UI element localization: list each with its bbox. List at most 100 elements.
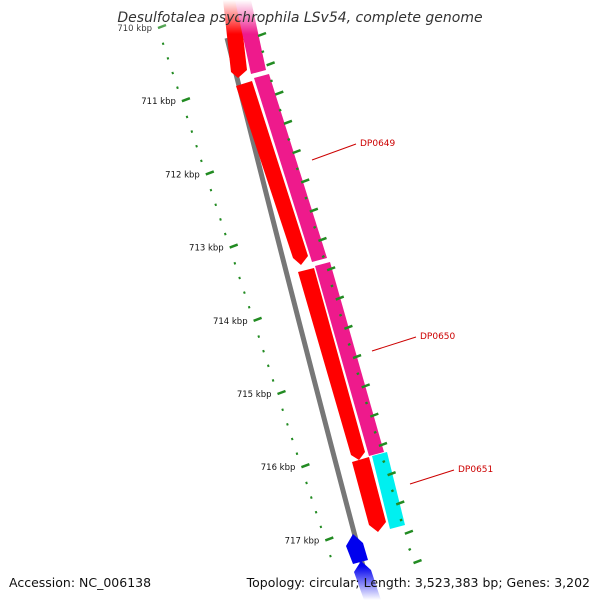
minor-tick [166,56,170,60]
minor-tick [290,437,294,441]
outer-tick [309,207,319,213]
gene-callout-dp0649[interactable]: DP0649 [311,139,396,161]
outer-tick [266,61,276,67]
outer-tick [352,353,362,360]
minor-tick [286,422,289,426]
outer-tick-track [257,31,422,565]
outer-tick [343,324,353,330]
scale-tick: 715 kbp [237,389,286,400]
outer-tick [274,90,284,96]
outer-tick [321,255,325,259]
outer-tick [300,178,310,184]
outer-tick [356,372,360,376]
feature-block[interactable] [315,262,384,456]
minor-tick [262,349,265,353]
outer-tick [318,236,327,243]
outer-tick [395,500,405,506]
major-tick-mark [253,316,263,322]
minor-tick [271,379,275,382]
cds-arrow [352,457,386,532]
outer-tick [413,558,422,565]
minor-tick [233,261,237,265]
outer-tick [269,79,274,83]
callout-line [311,143,357,161]
outer-tick [295,167,299,171]
minor-tick [257,335,261,338]
major-tick-mark [277,389,286,396]
major-tick-mark [181,97,191,103]
scale-tick: 716 kbp [261,463,310,473]
outer-tick [283,119,293,126]
gene-label: DP0650 [420,332,456,342]
outer-tick [361,383,371,389]
minor-tick [310,496,313,499]
outer-tick [278,108,282,112]
major-tick-mark [229,243,239,249]
outer-tick [313,225,317,229]
callout-line [371,336,417,352]
minor-tick [185,115,189,119]
minor-tick [329,554,332,558]
minor-tick [190,130,194,133]
minor-tick [295,452,299,456]
outer-tick [369,412,379,418]
feature-block[interactable] [372,452,405,529]
outer-tick [390,489,395,493]
callout-line [409,469,455,485]
gene-feature-dp0651-cds[interactable] [352,457,386,532]
scale-tick: 712 kbp [165,170,215,180]
outer-tick [373,430,377,434]
outer-tick [404,529,414,535]
cds-arrow [236,81,308,265]
major-tick-mark [324,536,334,542]
minor-tick [266,364,270,368]
minor-tick [305,481,308,485]
scale-tick: 713 kbp [189,243,239,254]
scale-tick: 714 kbp [213,316,263,327]
gene-feature-dp0649-cds[interactable] [236,81,308,265]
outer-tick [378,441,388,448]
minor-tick [161,42,165,46]
gene-callout-dp0651[interactable]: DP0651 [409,465,493,485]
cds-arrow [298,268,365,460]
kbp-tick-label: 711 kbp [141,97,176,107]
outer-tick [326,266,336,272]
minor-tick [195,144,198,148]
minor-tick [281,408,284,412]
minor-tick [223,232,227,236]
gene-feature-dp0650-cds[interactable] [298,268,365,460]
kbp-tick-label: 714 kbp [213,317,248,327]
kbp-tick-label: 717 kbp [285,536,320,546]
scale-tick: 717 kbp [285,536,334,546]
kbp-tick-label: 715 kbp [237,390,272,400]
minor-tick [214,203,218,207]
cds-arrow [346,534,368,564]
feature-track [235,0,405,529]
minor-tick [219,218,222,221]
outer-tick [335,295,345,301]
minor-tick [247,305,251,309]
kbp-tick-label: 712 kbp [165,170,200,180]
kbp-tick-label: 716 kbp [261,463,296,473]
gene-callout-dp0650[interactable]: DP0650 [371,332,456,352]
kbp-tick-label: 713 kbp [189,244,224,254]
outer-tick [292,148,301,155]
minor-tick [209,188,213,192]
major-tick-mark [205,170,215,176]
minor-tick [176,86,179,90]
top-fade [0,0,600,34]
gene-label: DP0651 [458,465,493,475]
outer-tick [399,518,403,522]
feature-block[interactable] [254,74,327,262]
major-tick-mark [300,463,310,469]
minor-tick [314,510,318,514]
minor-tick [200,159,203,163]
minor-tick [243,291,246,295]
scale-tick: 711 kbp [141,97,191,107]
outer-tick [364,401,369,405]
outer-tick [287,137,291,142]
outer-tick [382,460,386,464]
minor-tick [319,525,323,529]
outer-tick [304,196,308,200]
